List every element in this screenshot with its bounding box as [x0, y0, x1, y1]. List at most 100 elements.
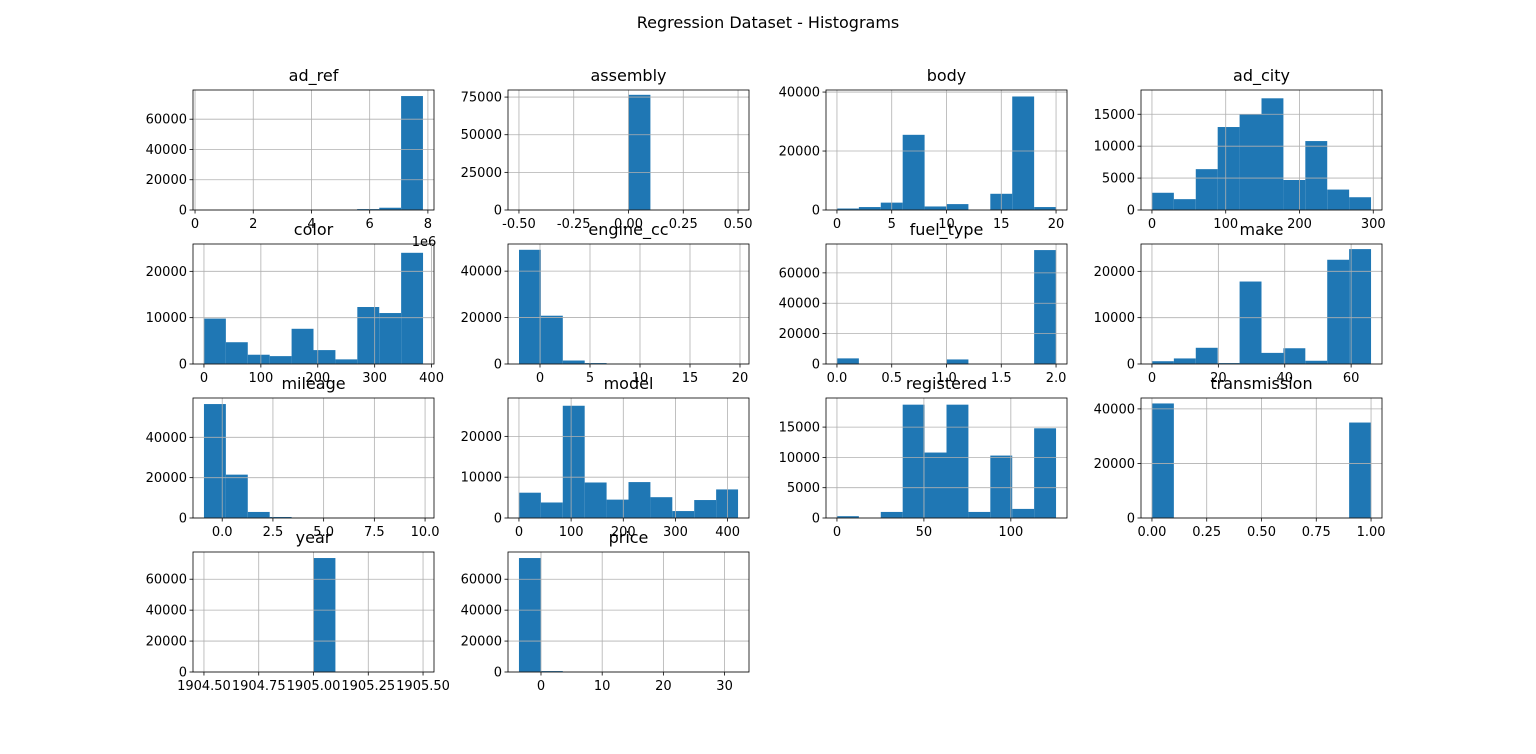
- bar: [858, 207, 881, 210]
- x-tick-label: 0.5: [881, 371, 902, 386]
- x-tick-label: 0: [833, 525, 841, 540]
- x-tick-label: 0.75: [1302, 525, 1331, 540]
- bar: [1349, 422, 1372, 518]
- bar: [946, 204, 969, 210]
- y-tick-label: 20000: [461, 635, 502, 650]
- y-tick-label: 10000: [1094, 140, 1135, 155]
- y-tick-label: 20000: [779, 145, 820, 160]
- x-tick-label: 300: [362, 371, 387, 386]
- bar: [203, 404, 226, 518]
- bar: [924, 206, 947, 210]
- subplot-title: registered: [906, 374, 987, 393]
- y-tick-label: 5000: [787, 481, 820, 496]
- bar: [836, 516, 859, 518]
- bar: [694, 500, 717, 518]
- y-tick-label: 60000: [146, 113, 187, 128]
- x-tick-label: 0: [515, 525, 523, 540]
- bar: [335, 359, 358, 364]
- subplot: 1904.50 1904.75 1905.00 1905.25 1905.50 0 2000…: [146, 528, 450, 694]
- x-tick-label: 200: [305, 371, 330, 386]
- x-tick-label: 0: [1148, 217, 1156, 232]
- bar: [1305, 360, 1328, 364]
- subplot: 0.0 2.5 5.0 7.5 10.0 0 20000 40000 mileage: [146, 374, 440, 540]
- bar: [562, 360, 585, 364]
- axes-frame: [507, 551, 750, 673]
- y-tick-label: 0: [812, 512, 820, 527]
- bar: [1012, 508, 1035, 518]
- bar: [1217, 127, 1240, 210]
- y-tick-label: 20000: [146, 173, 187, 188]
- bar: [924, 452, 947, 518]
- bar: [1327, 189, 1350, 210]
- bar: [1034, 250, 1057, 364]
- y-tick-label: 20000: [146, 635, 187, 650]
- y-tick-label: 0: [494, 358, 502, 373]
- bar: [1034, 428, 1057, 518]
- bar: [968, 511, 991, 518]
- bar: [716, 489, 739, 518]
- x-tick-label: 4: [307, 217, 315, 232]
- x-tick-label: 100: [248, 371, 273, 386]
- bar: [1305, 141, 1328, 210]
- subplot-title: make: [1240, 220, 1284, 239]
- x-tick-label: 0.00: [614, 217, 643, 232]
- subplot: 0 5 10 15 20 0 20000 40000 engine_cc: [461, 220, 750, 386]
- y-tick-label: 20000: [461, 430, 502, 445]
- subplot-title: fuel_type: [910, 220, 984, 240]
- bar: [1173, 199, 1196, 210]
- bar: [946, 359, 969, 364]
- y-tick-label: 0: [812, 358, 820, 373]
- bar: [628, 94, 651, 210]
- x-tick-label: 300: [1361, 217, 1386, 232]
- x-tick-label: 5.0: [313, 525, 334, 540]
- bar: [1012, 96, 1035, 210]
- bar: [1261, 98, 1284, 210]
- x-tick-label: 5: [586, 371, 594, 386]
- y-tick-label: 40000: [146, 143, 187, 158]
- bar: [650, 497, 673, 518]
- x-tick-label: 1905.50: [396, 679, 450, 694]
- y-tick-label: 0: [494, 666, 502, 681]
- axes-frame: [192, 243, 435, 365]
- subplot: 0.0 0.5 1.0 1.5 2.0 0 20000 40000 60000 fuel_type: [779, 220, 1068, 386]
- bar: [1151, 192, 1174, 210]
- bar: [1327, 259, 1350, 364]
- bar: [247, 354, 270, 364]
- x-tick-label: 30: [716, 679, 733, 694]
- y-tick-label: 20000: [1094, 265, 1135, 280]
- bar: [1283, 180, 1306, 210]
- x-tick-label: 0.0: [827, 371, 848, 386]
- x-tick-label: 10.0: [411, 525, 440, 540]
- y-tick-label: 0: [179, 204, 187, 219]
- x-tick-label: 200: [611, 525, 636, 540]
- axes-frame: [192, 89, 435, 211]
- axes-frame: [192, 397, 435, 519]
- x-tick-label: 50: [916, 525, 933, 540]
- x-tick-label: 0: [536, 371, 544, 386]
- x-tick-label: 15: [682, 371, 699, 386]
- bar: [606, 499, 629, 518]
- bar: [584, 482, 607, 518]
- x-tick-label: 1.5: [991, 371, 1012, 386]
- figure-title: Regression Dataset - Histograms: [637, 13, 900, 32]
- axes-frame: [1140, 89, 1383, 211]
- y-tick-label: 50000: [461, 128, 502, 143]
- subplot: 0 50 100 0 5000 10000 15000 registered: [779, 374, 1068, 540]
- x-tick-label: 0.50: [724, 217, 753, 232]
- axes-frame: [507, 243, 750, 365]
- axes-frame: [825, 89, 1068, 211]
- x-tick-label: 400: [715, 525, 740, 540]
- x-tick-label: 0.25: [669, 217, 698, 232]
- y-tick-label: 40000: [779, 86, 820, 101]
- bar: [291, 328, 314, 364]
- x-tick-label: 0: [200, 371, 208, 386]
- x-tick-label: 0: [191, 217, 199, 232]
- x-tick-label: 5: [888, 217, 896, 232]
- subplot-title: assembly: [591, 66, 667, 85]
- x-tick-label: 6: [366, 217, 374, 232]
- bar: [584, 363, 607, 364]
- x-tick-label: 40: [1276, 371, 1293, 386]
- x-tick-label: 0.00: [1137, 525, 1166, 540]
